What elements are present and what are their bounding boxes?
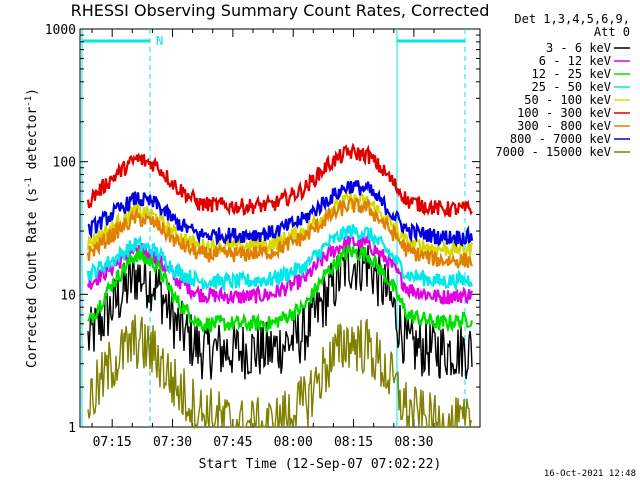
legend-label: 50 - 100 keV — [524, 93, 611, 107]
legend-label: 6 - 12 keV — [539, 54, 611, 68]
x-axis-label: Start Time (12-Sep-07 07:02:22) — [199, 457, 442, 472]
night-label: N — [156, 34, 163, 48]
series-line-8 — [87, 314, 473, 430]
legend-label: 12 - 25 keV — [532, 67, 611, 81]
legend-label: 7000 - 15000 keV — [495, 145, 611, 159]
x-tick-label: 08:15 — [334, 435, 373, 450]
y-tick-label: 10 — [60, 288, 76, 303]
series-layer — [86, 142, 474, 430]
legend-label: 300 - 800 keV — [517, 119, 611, 133]
series-line-4 — [86, 189, 474, 259]
y-axis-label: Corrected Count Rate (s-1 detector-1) — [24, 88, 40, 368]
y-tick-label: 1000 — [45, 23, 76, 38]
footer-date: 16-Oct-2021 12:48 — [544, 469, 636, 479]
series-line-7 — [87, 180, 474, 248]
chart-title: RHESSI Observing Summary Count Rates, Co… — [71, 1, 490, 20]
plot-frame — [79, 28, 481, 428]
x-tick-label: 08:30 — [394, 435, 433, 450]
x-tick-label: 07:30 — [153, 435, 192, 450]
legend-label: 3 - 6 keV — [546, 41, 611, 55]
series-line-3 — [86, 224, 474, 293]
y-tick-label: 1 — [68, 421, 76, 436]
legend-header-detectors: Det 1,3,4,5,6,9, — [514, 12, 630, 26]
plot-area: N 1 10 100 1000 07:15 07:30 07:45 08:00 08:15 08:3… — [45, 23, 481, 450]
x-tick-label: 08:00 — [274, 435, 313, 450]
legend-label: 800 - 7000 keV — [510, 132, 611, 146]
series-line-6 — [86, 197, 473, 269]
x-tick-label: 07:15 — [93, 435, 132, 450]
y-tick-label: 100 — [53, 156, 76, 171]
legend-label: 100 - 300 keV — [517, 106, 611, 120]
series-line-5 — [86, 142, 473, 219]
x-tick-label: 07:45 — [213, 435, 252, 450]
legend-label: 25 - 50 keV — [532, 80, 611, 94]
legend-header-attenuator: Att 0 — [594, 25, 630, 39]
